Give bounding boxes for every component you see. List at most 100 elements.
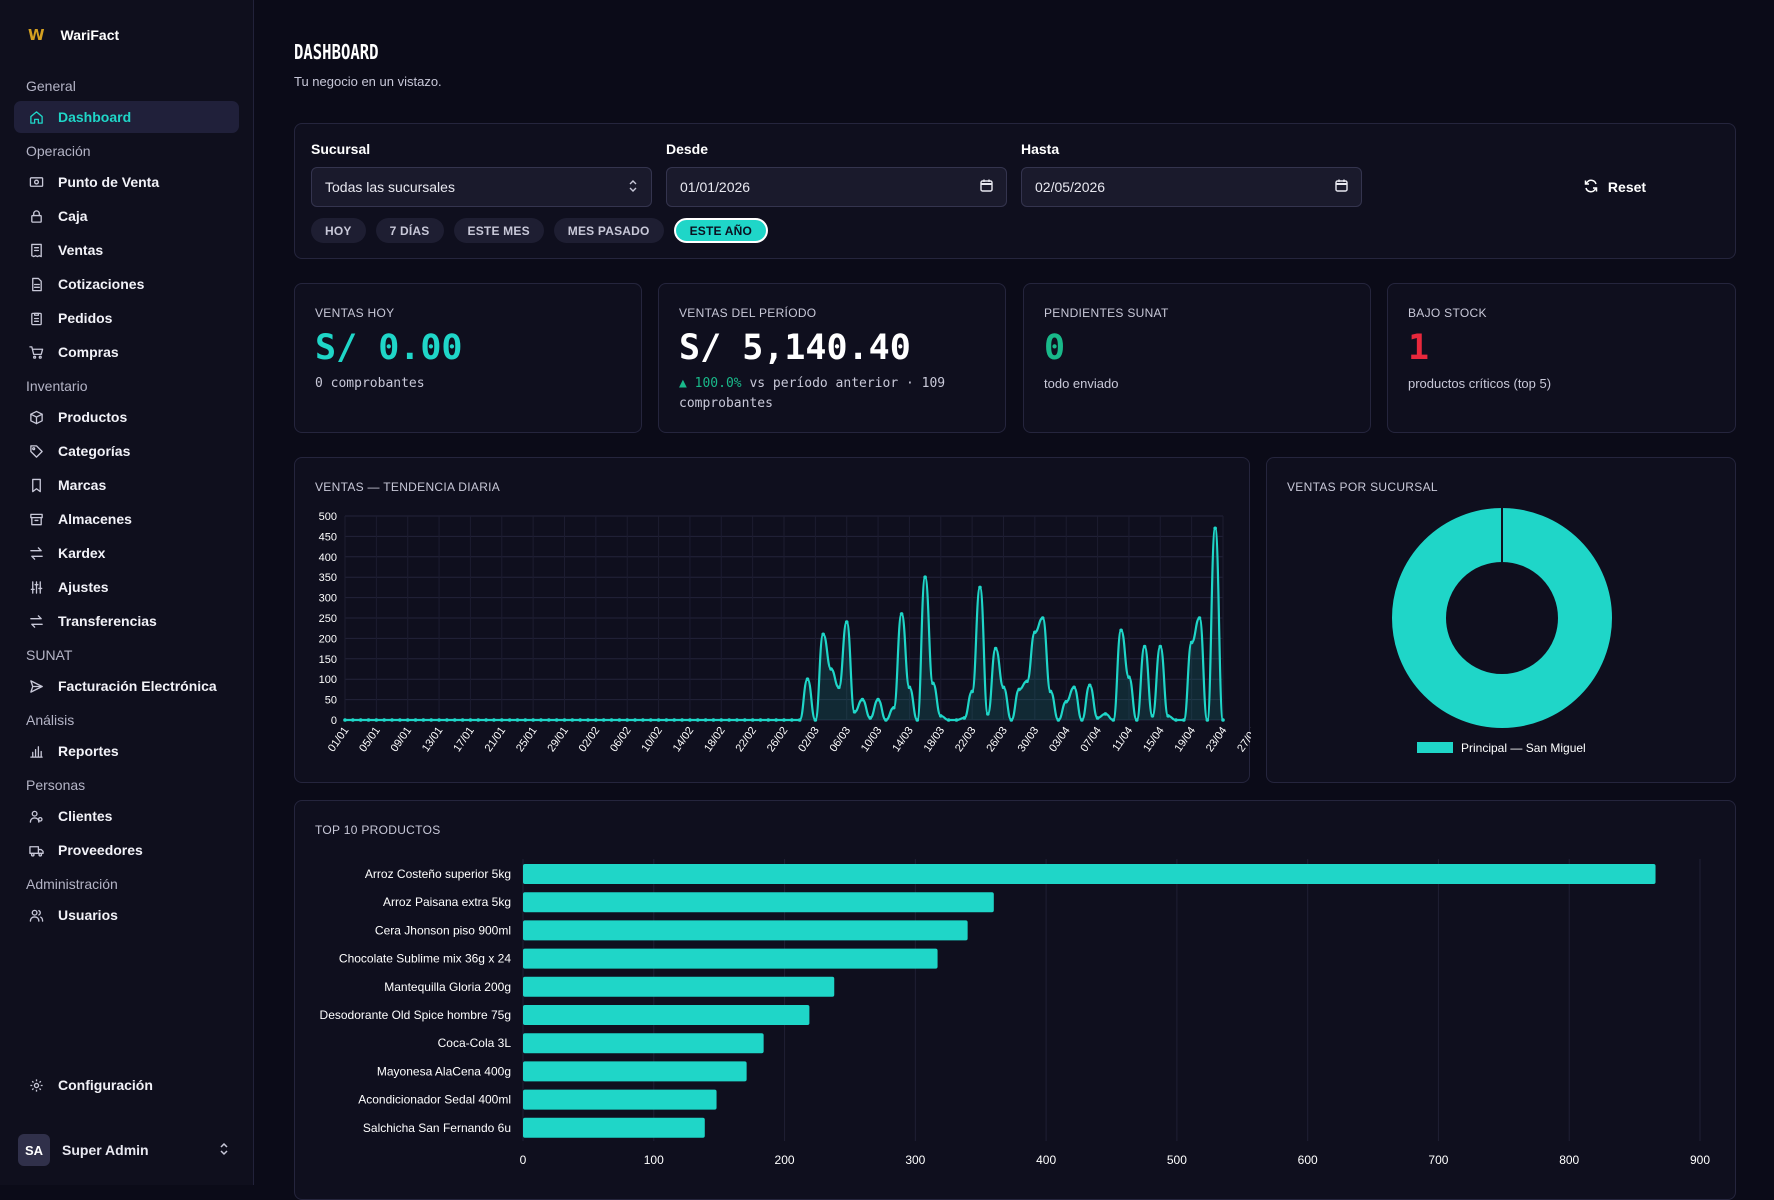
data-point[interactable] [366,718,371,722]
preset-pill[interactable]: MES PASADO [553,218,664,243]
data-point[interactable] [664,718,669,722]
data-point[interactable] [837,685,841,690]
data-point[interactable] [1174,718,1178,722]
data-point[interactable] [554,718,559,722]
sidebar-item-cotizaciones[interactable]: Cotizaciones [14,268,239,300]
sidebar-item-marcas[interactable]: Marcas [14,469,239,501]
bar[interactable] [523,1089,717,1110]
data-point[interactable] [1197,616,1202,620]
data-point[interactable] [672,718,677,722]
data-point[interactable] [452,718,457,722]
data-point[interactable] [844,620,849,624]
sidebar-item-compras[interactable]: Compras [14,336,239,368]
sidebar-item-pedidos[interactable]: Pedidos [14,302,239,334]
data-point[interactable] [1127,675,1131,679]
data-point[interactable] [1213,526,1217,531]
data-point[interactable] [351,718,355,722]
sidebar-item-configuracion[interactable]: Configuración [14,1069,239,1101]
data-point[interactable] [735,718,739,722]
data-point[interactable] [899,612,904,616]
data-point[interactable] [382,718,386,722]
data-point[interactable] [390,718,394,722]
to-date-input[interactable]: 02/05/2026 [1021,167,1362,207]
data-point[interactable] [601,718,606,722]
sidebar-item-productos[interactable]: Productos [14,401,239,433]
data-point[interactable] [547,718,551,722]
sidebar-item-dashboard[interactable]: Dashboard [14,101,239,133]
sidebar-item-almacenes[interactable]: Almacenes [14,503,239,535]
data-point[interactable] [1072,685,1076,690]
bar[interactable] [523,976,835,997]
data-point[interactable] [609,718,614,722]
data-point[interactable] [750,718,755,722]
data-point[interactable] [398,718,402,722]
data-point[interactable] [1182,718,1186,722]
preset-pill[interactable]: ESTE MES [453,218,544,243]
data-point[interactable] [805,677,810,681]
data-point[interactable] [1134,718,1139,722]
data-point[interactable] [633,718,637,722]
data-point[interactable] [1205,718,1210,722]
data-point[interactable] [782,718,786,722]
data-point[interactable] [688,718,692,722]
data-point[interactable] [766,718,771,722]
data-point[interactable] [891,705,896,710]
data-point[interactable] [405,718,410,722]
data-point[interactable] [938,714,943,718]
data-point[interactable] [523,718,528,722]
data-point[interactable] [586,718,590,722]
data-point[interactable] [962,716,967,720]
data-point[interactable] [507,718,512,722]
data-point[interactable] [797,718,802,722]
sidebar-item-punto-de-venta[interactable]: Punto de Venta [14,166,239,198]
bar[interactable] [523,892,994,913]
sidebar-item-caja[interactable]: Caja [14,200,239,232]
data-point[interactable] [907,685,912,690]
bar[interactable] [523,1061,747,1082]
preset-pill[interactable]: 7 DÍAS [375,218,444,243]
preset-pill[interactable]: HOY [311,218,366,243]
data-point[interactable] [970,689,974,694]
bar[interactable] [523,864,1656,884]
data-point[interactable] [790,718,794,722]
data-point[interactable] [539,718,543,722]
data-point[interactable] [758,718,763,722]
data-point[interactable] [492,718,496,722]
data-point[interactable] [931,681,935,686]
brand[interactable]: W WariFact [14,0,239,70]
data-point[interactable] [703,718,708,722]
branch-select[interactable]: Todas las sucursales [311,167,652,207]
data-point[interactable] [429,718,434,722]
data-point[interactable] [727,718,731,722]
data-point[interactable] [374,718,379,722]
data-point[interactable] [343,718,347,722]
data-point[interactable] [993,646,998,651]
data-point[interactable] [1111,718,1116,722]
data-point[interactable] [594,718,598,722]
data-point[interactable] [680,718,684,722]
data-point[interactable] [499,718,504,722]
bar[interactable] [523,1117,705,1138]
data-point[interactable] [1025,679,1029,684]
data-point[interactable] [476,718,481,722]
sidebar-item-proveedores[interactable]: Proveedores [14,834,239,866]
data-point[interactable] [578,718,582,722]
data-point[interactable] [625,718,630,722]
data-point[interactable] [641,718,645,722]
data-point[interactable] [876,697,880,702]
data-point[interactable] [531,718,535,722]
sidebar-item-reportes[interactable]: Reportes [14,735,239,767]
bar[interactable] [523,1033,764,1054]
data-point[interactable] [562,718,567,722]
data-point[interactable] [719,718,724,722]
bar[interactable] [523,948,938,969]
bar[interactable] [523,920,968,941]
data-point[interactable] [978,585,982,590]
data-point[interactable] [813,718,818,722]
data-point[interactable] [829,667,833,671]
data-point[interactable] [884,718,888,722]
data-point[interactable] [954,718,959,722]
data-point[interactable] [570,718,575,722]
data-point[interactable] [421,718,426,722]
data-point[interactable] [1095,716,1100,720]
